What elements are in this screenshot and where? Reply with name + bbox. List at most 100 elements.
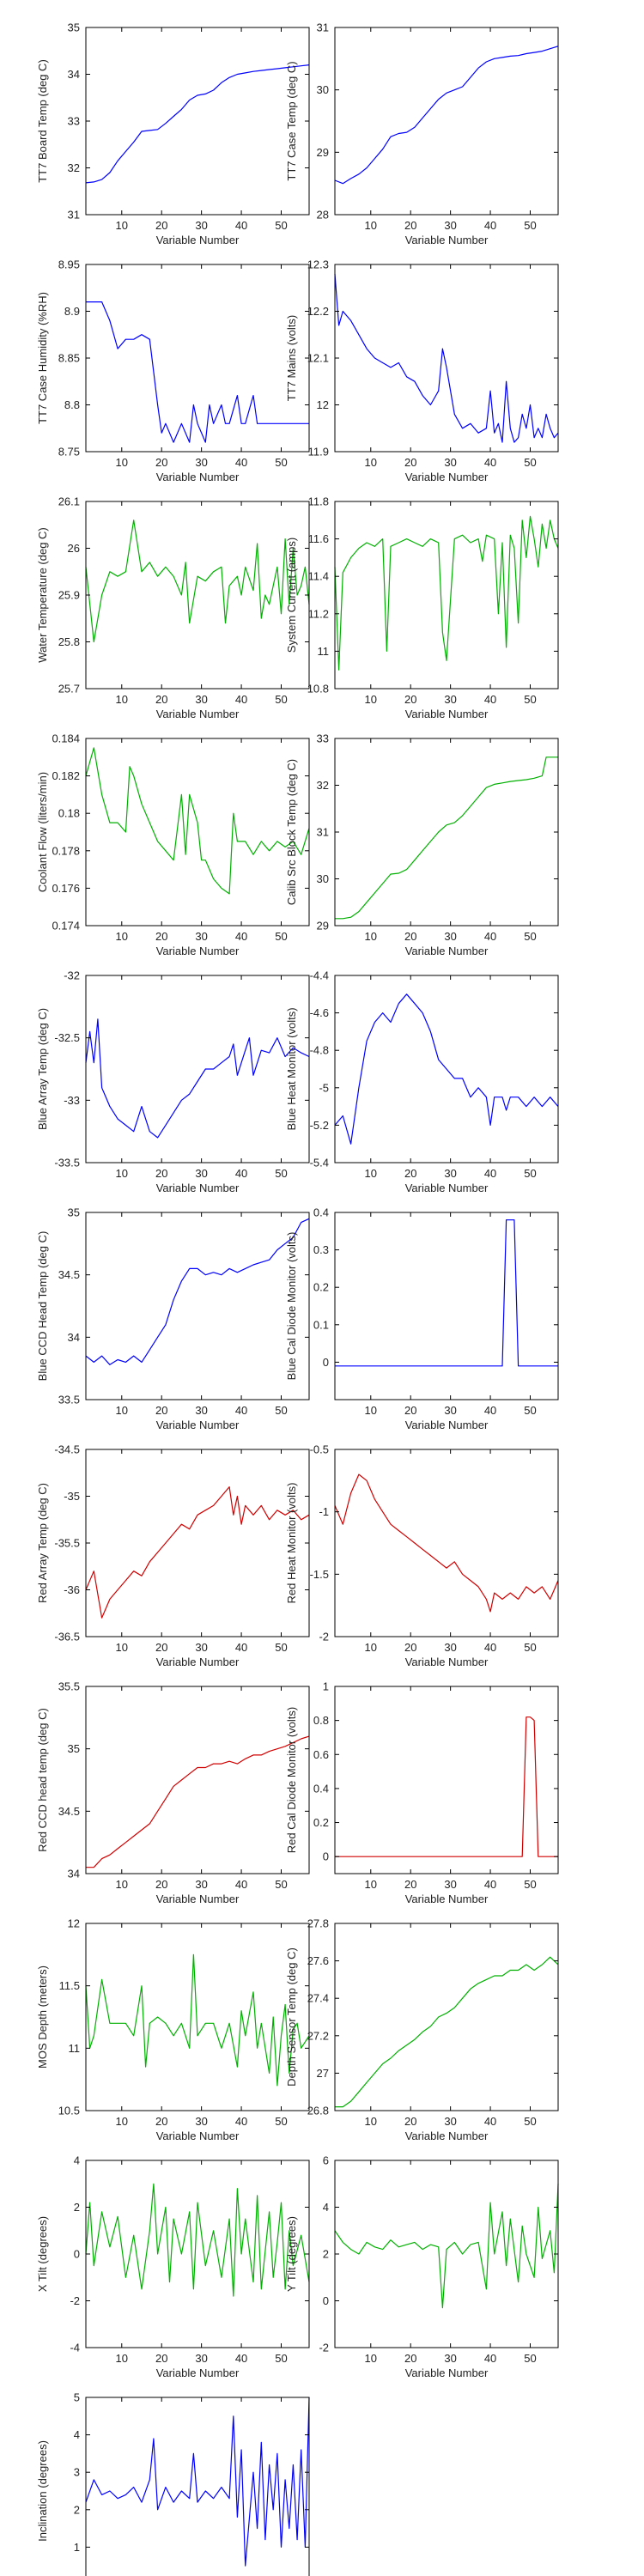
chart-18: 10 20 30 40 50 26.8 27 27.2 27.4 27.6 27.8 Variable… (285, 1917, 559, 2142)
series-line (85, 519, 310, 643)
x-tick-label: 20 (155, 1878, 167, 1891)
x-tick-label: 50 (524, 1404, 536, 1417)
y-axis-label: X Tilt (degrees) (36, 2216, 49, 2292)
y-tick-label: 4 (323, 2201, 329, 2214)
y-tick-label: 8.75 (58, 446, 80, 459)
x-tick-label: 30 (195, 930, 207, 943)
y-tick-label: 0.176 (52, 882, 80, 895)
chart-10: 10 20 30 40 50 -5.4 -5.2 -5 -4.8 -4.6 -4.4 Variable… (285, 969, 559, 1194)
y-tick-label: 0.1 (313, 1318, 329, 1331)
series-line (86, 301, 309, 443)
y-axis-label: Blue Cal Diode Monitor (volts) (285, 1232, 298, 1381)
series-line (85, 64, 310, 184)
x-axis-label: Variable Number (405, 708, 489, 720)
x-axis-label: Variable Number (405, 945, 489, 957)
series-line (335, 756, 558, 920)
x-tick-label: 10 (116, 2352, 128, 2365)
y-tick-label: 0.4 (313, 1206, 329, 1219)
x-tick-label: 20 (404, 2352, 416, 2365)
plot-frame (85, 2397, 310, 2576)
x-tick-label: 30 (195, 456, 207, 469)
x-tick-label: 50 (524, 1641, 536, 1654)
x-tick-label: 10 (116, 219, 128, 232)
y-tick-label: 34 (68, 1868, 80, 1880)
x-axis-label: Variable Number (156, 945, 240, 957)
series-line (85, 747, 310, 895)
y-axis-label: Coolant Flow (liters/min) (36, 772, 49, 892)
x-tick-label: 20 (404, 1167, 416, 1180)
x-tick-label: 30 (195, 1167, 207, 1180)
chart-12: 10 20 30 40 50 0 0.1 0.2 0.3 0.4 Variable Number Bl… (285, 1206, 559, 1431)
y-tick-label: -4 (70, 2342, 80, 2354)
y-tick-label: 27.6 (307, 1954, 329, 1967)
chart-6: 10 20 30 40 50 10.8 11 11.2 11.4 11.6 11.8 Variable… (285, 495, 559, 720)
y-tick-label: 27.2 (307, 2029, 329, 2042)
chart-1: 10 20 30 40 50 31 32 33 34 35 Variable Number TT7 B… (36, 21, 310, 246)
y-tick-label: 0 (323, 1850, 329, 1863)
x-axis-label: Variable Number (405, 2366, 489, 2379)
y-tick-label: 0 (323, 2294, 329, 2307)
plot-frame (85, 1212, 310, 1400)
y-axis-label: Blue Array Temp (deg C) (36, 1008, 49, 1130)
x-tick-label: 20 (404, 1641, 416, 1654)
y-tick-label: 27.8 (307, 1917, 329, 1930)
plot-frame (334, 501, 559, 690)
y-tick-label: 35 (68, 1742, 80, 1755)
chart-8: 10 20 30 40 50 29 30 31 32 33 Variable Number Calib… (285, 732, 559, 957)
x-tick-label: 30 (444, 219, 456, 232)
y-axis-label: TT7 Mains (volts) (285, 315, 298, 401)
x-axis-label: Variable Number (405, 1656, 489, 1668)
chart-4: 10 20 30 40 50 11.9 12 12.1 12.2 12.3 Variable Num… (285, 258, 559, 483)
x-tick-label: 40 (484, 219, 496, 232)
y-tick-label: 31 (317, 826, 329, 839)
x-tick-label: 20 (404, 456, 416, 469)
y-tick-label: 35 (68, 1206, 80, 1219)
y-tick-label: -33.5 (54, 1157, 80, 1170)
chart-3: 10 20 30 40 50 8.75 8.8 8.85 8.9 8.95 Variable Num… (36, 258, 310, 483)
y-tick-label: 8.85 (58, 352, 80, 365)
x-tick-label: 30 (444, 2352, 456, 2365)
y-tick-label: 34.5 (58, 1805, 80, 1818)
x-axis-label: Variable Number (405, 1893, 489, 1905)
y-tick-label: 33 (68, 115, 80, 128)
y-tick-label: 10.5 (58, 2105, 80, 2117)
x-tick-label: 20 (404, 693, 416, 706)
y-tick-label: -0.5 (310, 1443, 329, 1456)
x-tick-label: 30 (444, 1641, 456, 1654)
y-tick-label: 0.182 (52, 769, 80, 782)
y-tick-label: 12.3 (307, 258, 329, 271)
series-line (85, 2183, 310, 2297)
x-tick-label: 10 (116, 930, 128, 943)
y-tick-label: -35.5 (54, 1537, 80, 1550)
y-axis-label: TT7 Case Humidity (%RH) (36, 292, 49, 424)
plot-frame (85, 1449, 310, 1637)
x-tick-label: 20 (155, 2115, 167, 2128)
x-tick-label: 20 (155, 1167, 167, 1180)
x-tick-label: 10 (365, 930, 377, 943)
y-tick-label: 34 (68, 68, 80, 81)
x-tick-label: 30 (444, 1404, 456, 1417)
x-tick-label: 10 (116, 1404, 128, 1417)
x-tick-label: 50 (275, 1404, 287, 1417)
x-axis-label: Variable Number (156, 2129, 240, 2142)
y-tick-label: 29 (317, 920, 329, 933)
series-line (334, 1473, 559, 1613)
x-tick-label: 30 (195, 1641, 207, 1654)
series-line (85, 1953, 310, 2087)
y-tick-label: 25.9 (58, 589, 80, 602)
y-tick-label: 8.9 (64, 305, 80, 318)
y-tick-label: -5.2 (310, 1119, 329, 1132)
x-tick-label: 20 (404, 1404, 416, 1417)
x-tick-label: 20 (155, 219, 167, 232)
x-tick-label: 30 (444, 1167, 456, 1180)
x-axis-label: Variable Number (156, 1656, 240, 1668)
y-tick-label: -4.6 (310, 1006, 329, 1019)
chart-20: 10 20 30 40 50 -2 0 2 4 6 Variable Number Y Tilt (d… (285, 2154, 559, 2379)
chart-16: 10 20 30 40 50 0 0.2 0.4 0.6 0.8 1 Variable Number R… (285, 1680, 559, 1905)
x-tick-label: 30 (195, 1404, 207, 1417)
series-line (85, 2397, 310, 2567)
x-axis-label: Variable Number (156, 1893, 240, 1905)
plot-frame (85, 27, 310, 216)
x-tick-label: 30 (195, 2352, 207, 2365)
chart-2: 10 20 30 40 50 28 29 30 31 Variable Number TT7 Cas… (285, 21, 559, 246)
